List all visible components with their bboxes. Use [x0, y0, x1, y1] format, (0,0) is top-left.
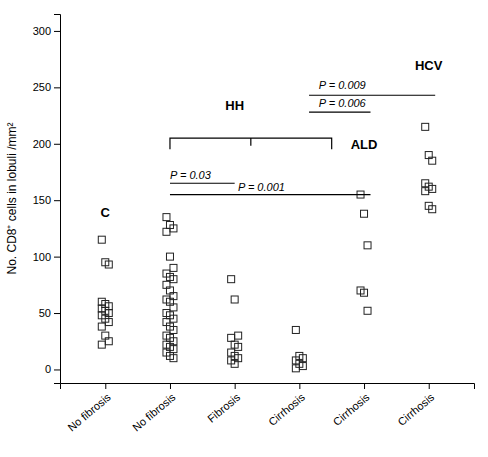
point	[170, 315, 177, 322]
y-axis-title: No. CD8⁺ cells in lobuli /mm²	[5, 122, 19, 274]
point	[170, 304, 177, 311]
x-tick-mark	[170, 383, 171, 389]
y-tick-mark	[54, 87, 60, 88]
point	[98, 323, 105, 330]
points	[98, 123, 435, 371]
group-label: ALD	[351, 137, 378, 152]
y-tick: 150	[33, 194, 60, 206]
y-tick-mark	[54, 144, 60, 145]
point	[105, 261, 112, 268]
point	[364, 242, 371, 249]
x-tick-mark	[364, 383, 365, 389]
point	[292, 365, 299, 372]
significance-line	[170, 183, 235, 184]
x-tick-label: No fibrosis	[130, 391, 178, 434]
point	[228, 276, 235, 283]
y-tick-label: 200	[33, 138, 51, 150]
x-tick-label: Cirrhosis	[266, 391, 307, 428]
chart: No fibrosis No fibrosis Fibrosis Cirrhosis C…	[0, 0, 488, 457]
p-annotation: P = 0.006	[319, 97, 367, 109]
point	[429, 157, 436, 164]
x-tick: No fibrosis	[130, 383, 178, 433]
x-tick: Cirrhosis	[266, 383, 307, 428]
significance-line	[309, 95, 435, 96]
point	[98, 341, 105, 348]
x-tick-label: Fibrosis	[205, 391, 243, 425]
point	[429, 206, 436, 213]
x-tick: Cirrhosis	[331, 383, 372, 428]
point	[170, 355, 177, 362]
point	[163, 228, 170, 235]
y-tick: 50	[39, 307, 60, 319]
p-annotation: P = 0.03	[170, 169, 212, 181]
x-tick-mark	[429, 383, 430, 389]
y-tick-mark	[54, 257, 60, 258]
y-tick: 250	[33, 81, 60, 93]
y-tick-label: 100	[33, 251, 51, 263]
x-tick-mark	[299, 383, 300, 389]
point	[361, 210, 368, 217]
x-axis: No fibrosis No fibrosis Fibrosis Cirrhosis C…	[61, 383, 475, 433]
group-label: HCV	[415, 58, 443, 73]
point	[170, 276, 177, 283]
bracket	[170, 138, 332, 149]
significance-line	[170, 194, 371, 195]
x-tick-label: No fibrosis	[65, 391, 113, 434]
point	[170, 346, 177, 353]
y-tick: 300	[33, 25, 60, 37]
significance-lines	[170, 95, 435, 194]
y-tick: 200	[33, 138, 60, 150]
point	[361, 289, 368, 296]
point	[231, 360, 238, 367]
significance-line	[309, 112, 370, 113]
x-tick: Cirrhosis	[395, 383, 436, 428]
point	[163, 214, 170, 221]
p-annotation: P = 0.001	[238, 181, 285, 193]
point	[228, 334, 235, 341]
y-axis: 0 50 100 150 200 250 300	[33, 15, 61, 384]
y-tick-mark	[54, 200, 60, 201]
y-tick-label: 250	[33, 81, 51, 93]
group-label: C	[101, 205, 111, 220]
x-tick-label: Cirrhosis	[395, 391, 436, 428]
point	[422, 123, 429, 130]
point	[292, 326, 299, 333]
y-tick-mark	[54, 313, 60, 314]
point	[235, 343, 242, 350]
y-tick: 100	[33, 251, 60, 263]
point	[105, 338, 112, 345]
point	[170, 264, 177, 271]
x-tick-mark	[235, 383, 236, 389]
y-tick-label: 300	[33, 25, 51, 37]
point	[429, 185, 436, 192]
y-tick-label: 50	[39, 307, 51, 319]
point	[231, 296, 238, 303]
y-tick-mark	[54, 369, 60, 370]
x-tick-mark	[105, 383, 106, 389]
x-tick: Fibrosis	[205, 383, 243, 425]
x-axis-line	[61, 384, 475, 390]
y-tick: 0	[45, 363, 60, 375]
y-axis-line	[54, 15, 61, 384]
point	[170, 326, 177, 333]
point	[299, 363, 306, 370]
point	[98, 236, 105, 243]
x-tick-label: Cirrhosis	[331, 391, 372, 428]
x-tick: No fibrosis	[65, 383, 113, 433]
p-annotation: P = 0.009	[319, 79, 366, 91]
y-tick-label: 0	[45, 363, 51, 375]
y-tick-label: 150	[33, 194, 51, 206]
point	[105, 319, 112, 326]
plot: No fibrosis No fibrosis Fibrosis Cirrhosis C…	[5, 15, 475, 434]
point	[170, 225, 177, 232]
point	[235, 332, 242, 339]
y-tick-mark	[54, 31, 60, 32]
point	[364, 307, 371, 314]
group-label: HH	[225, 98, 244, 113]
point	[166, 253, 173, 260]
point	[422, 188, 429, 195]
